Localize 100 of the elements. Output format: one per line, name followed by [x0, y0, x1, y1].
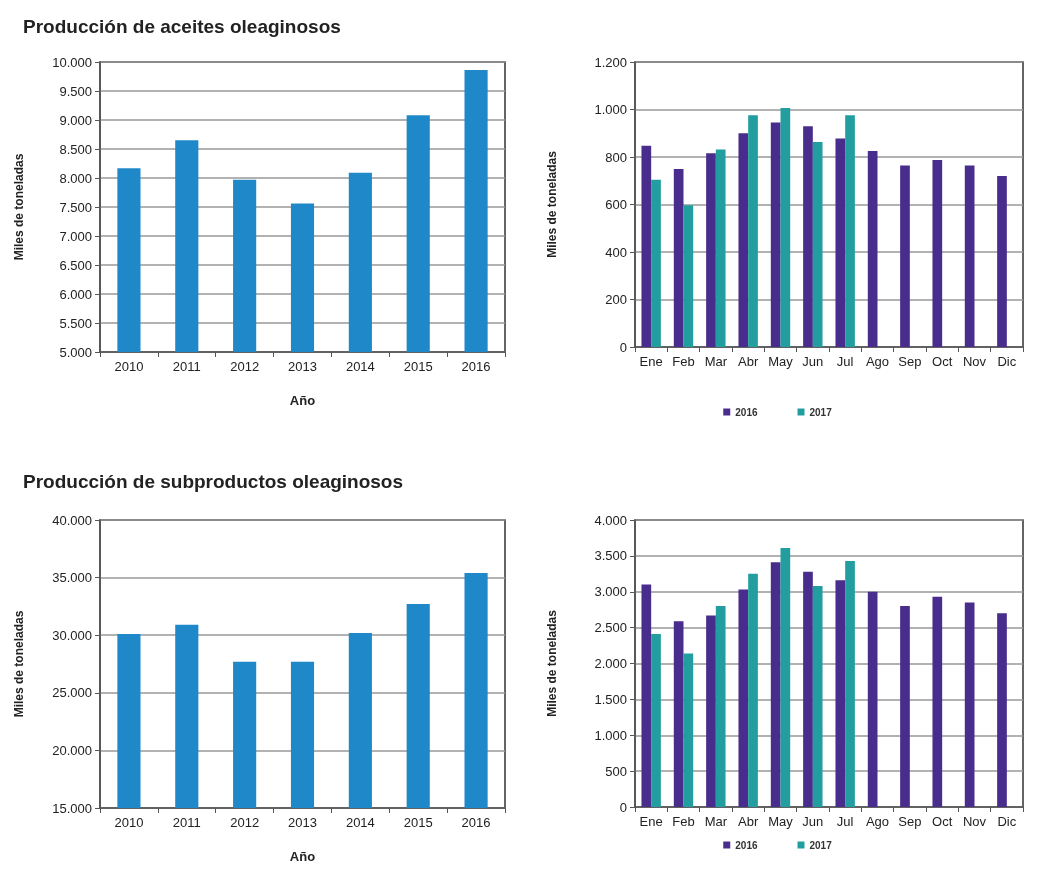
x-tick-label: 2013 — [288, 815, 317, 830]
bar — [932, 160, 943, 347]
x-tick-label: Sep — [898, 814, 922, 829]
bar — [997, 613, 1007, 807]
x-tick-label: Mar — [704, 814, 728, 829]
x-tick-label: 2010 — [114, 359, 144, 374]
y-tick-label: 800 — [605, 149, 627, 165]
x-tick-label: Ene — [639, 814, 663, 829]
bar — [803, 126, 813, 347]
y-tick-label: 35.000 — [52, 570, 92, 586]
y-tick-label: 1.000 — [594, 102, 627, 117]
x-tick-label: Jul — [836, 354, 854, 369]
x-tick-label: Jul — [836, 814, 854, 829]
y-tick-label: 2.000 — [594, 656, 627, 671]
x-tick-label: Nov — [962, 354, 987, 369]
bar — [812, 142, 823, 347]
bar — [900, 165, 910, 347]
y-tick-label: 5.000 — [59, 344, 92, 360]
x-tick-label: Ago — [865, 354, 890, 369]
y-tick-label: 30.000 — [52, 627, 92, 643]
bar — [673, 621, 684, 807]
x-tick-label: 2012 — [230, 359, 260, 374]
y-tick-label: 7.000 — [59, 228, 92, 244]
bar — [641, 584, 652, 807]
bar — [770, 122, 781, 347]
x-tick-label: Oct — [932, 354, 953, 369]
bar — [900, 606, 910, 807]
bar — [641, 145, 652, 347]
y-tick-label: 7.500 — [59, 199, 92, 215]
bar — [715, 149, 726, 347]
bar — [738, 589, 749, 807]
bar — [738, 133, 749, 347]
x-tick-label: 2013 — [288, 359, 317, 374]
y-axis-title: Miles de toneladas — [12, 153, 26, 261]
x-tick-label: 2016 — [461, 359, 491, 374]
y-tick-label: 8.500 — [59, 141, 92, 157]
y-axis-title: Miles de toneladas — [545, 150, 559, 258]
bar — [748, 573, 758, 807]
x-tick-label: Dic — [997, 354, 1017, 369]
legend-label: 2016 — [735, 839, 758, 851]
x-axis-title: Año — [289, 849, 316, 864]
legend-label: 2017 — [809, 839, 833, 851]
bar — [835, 580, 846, 807]
x-tick-label: 2015 — [403, 815, 433, 830]
y-tick-label: 1.500 — [594, 691, 627, 707]
x-tick-label: May — [768, 354, 794, 369]
bar — [835, 138, 846, 347]
bar — [683, 205, 694, 347]
bar — [780, 108, 791, 347]
y-tick-label: 10.000 — [52, 54, 92, 70]
y-tick-label: 0 — [619, 799, 627, 815]
x-tick-label: May — [768, 814, 794, 829]
y-tick-label: 200 — [605, 292, 627, 307]
x-tick-label: Jun — [802, 814, 824, 829]
x-tick-label: Abr — [738, 814, 759, 829]
bar — [683, 653, 694, 807]
x-tick-label: 2014 — [345, 815, 375, 830]
x-tick-label: 2010 — [114, 815, 144, 830]
bar — [867, 591, 878, 807]
y-tick-label: 25.000 — [52, 685, 92, 701]
y-tick-label: 400 — [605, 244, 627, 260]
chart-title: Producción de aceites oleaginosos — [23, 16, 341, 37]
y-axis-title: Miles de toneladas — [545, 609, 559, 717]
y-tick-label: 500 — [605, 763, 627, 779]
x-tick-label: Jun — [802, 354, 824, 369]
y-tick-label: 4.000 — [594, 512, 627, 528]
x-axis-title: Año — [289, 393, 316, 408]
y-tick-label: 40.000 — [52, 512, 92, 528]
y-tick-label: 1.200 — [594, 54, 627, 70]
chart-title: Producción de subproductos oleaginosos — [23, 471, 404, 492]
x-tick-label: Nov — [962, 814, 987, 829]
bar — [770, 562, 781, 807]
bar — [964, 165, 975, 347]
y-tick-label: 9.000 — [59, 112, 92, 128]
y-tick-label: 9.500 — [59, 83, 92, 99]
bar — [845, 560, 855, 807]
bar — [651, 634, 661, 807]
y-tick-label: 6.500 — [59, 257, 92, 273]
x-tick-label: 2011 — [172, 815, 201, 830]
x-tick-label: Feb — [672, 814, 695, 829]
y-tick-label: 8.000 — [59, 170, 92, 186]
y-tick-label: 20.000 — [52, 742, 92, 758]
bar — [812, 586, 823, 807]
bar — [867, 151, 878, 347]
y-tick-label: 3.000 — [594, 584, 627, 600]
y-tick-label: 5.500 — [59, 315, 92, 331]
x-tick-label: Ago — [865, 814, 890, 829]
x-tick-label: Oct — [932, 814, 953, 829]
y-tick-label: 2.500 — [594, 620, 627, 636]
y-tick-label: 600 — [605, 197, 627, 212]
x-tick-label: 2015 — [403, 359, 433, 374]
bar — [803, 571, 813, 807]
x-tick-label: Mar — [704, 354, 728, 369]
x-tick-label: 2012 — [230, 815, 260, 830]
bar — [673, 169, 684, 347]
x-tick-label: Abr — [738, 354, 759, 369]
bar — [706, 615, 716, 807]
x-tick-label: 2014 — [345, 359, 375, 374]
bar — [651, 179, 661, 347]
x-tick-label: Dic — [997, 814, 1017, 829]
